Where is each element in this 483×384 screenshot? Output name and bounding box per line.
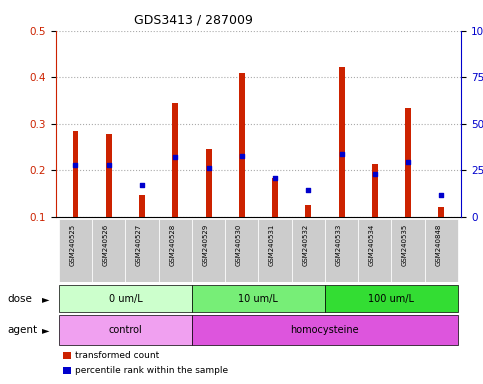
- Text: GDS3413 / 287009: GDS3413 / 287009: [134, 13, 253, 26]
- Point: [138, 182, 146, 189]
- Text: ►: ►: [42, 294, 50, 304]
- Bar: [305, 205, 311, 217]
- Bar: [325, 285, 458, 313]
- Text: transformed count: transformed count: [75, 351, 159, 360]
- Bar: [172, 103, 178, 217]
- Bar: [139, 195, 145, 217]
- Point: [404, 159, 412, 165]
- Text: dose: dose: [7, 294, 32, 304]
- Text: GSM240529: GSM240529: [202, 224, 209, 266]
- Bar: [438, 207, 444, 217]
- Bar: [59, 316, 192, 345]
- Bar: [258, 219, 292, 282]
- Bar: [72, 131, 79, 217]
- Text: GSM240535: GSM240535: [402, 224, 408, 266]
- Bar: [239, 73, 245, 217]
- Text: agent: agent: [7, 325, 37, 335]
- Bar: [292, 219, 325, 282]
- Bar: [158, 219, 192, 282]
- Point: [171, 154, 179, 161]
- Bar: [358, 219, 391, 282]
- Text: GSM240525: GSM240525: [70, 224, 75, 266]
- Bar: [192, 285, 325, 313]
- Bar: [225, 219, 258, 282]
- Bar: [92, 219, 126, 282]
- Bar: [206, 149, 212, 217]
- Text: GSM240848: GSM240848: [435, 224, 441, 266]
- Bar: [192, 316, 458, 345]
- Bar: [126, 219, 158, 282]
- Text: 100 um/L: 100 um/L: [369, 293, 414, 304]
- Text: 10 um/L: 10 um/L: [239, 293, 278, 304]
- Point: [238, 153, 246, 159]
- Bar: [372, 164, 378, 217]
- Bar: [391, 219, 425, 282]
- Point: [338, 151, 345, 157]
- Text: GSM240534: GSM240534: [369, 224, 375, 266]
- Text: control: control: [109, 325, 142, 335]
- Bar: [339, 66, 344, 217]
- Text: GSM240531: GSM240531: [269, 224, 275, 266]
- Point: [71, 162, 79, 168]
- Bar: [59, 285, 192, 313]
- Text: GSM240526: GSM240526: [103, 224, 109, 266]
- Text: GSM240527: GSM240527: [136, 224, 142, 266]
- Point: [371, 171, 379, 177]
- Bar: [106, 134, 112, 217]
- Point: [438, 192, 445, 198]
- Bar: [272, 178, 278, 217]
- Text: GSM240528: GSM240528: [169, 224, 175, 266]
- Point: [205, 165, 213, 171]
- Bar: [405, 108, 411, 217]
- Bar: [325, 219, 358, 282]
- Text: ►: ►: [42, 325, 50, 335]
- Point: [304, 187, 312, 193]
- Text: GSM240533: GSM240533: [336, 224, 341, 266]
- Point: [105, 162, 113, 168]
- Bar: [192, 219, 225, 282]
- Point: [271, 175, 279, 181]
- Text: homocysteine: homocysteine: [291, 325, 359, 335]
- Text: GSM240530: GSM240530: [236, 224, 242, 266]
- Text: 0 um/L: 0 um/L: [109, 293, 142, 304]
- Bar: [59, 219, 92, 282]
- Text: percentile rank within the sample: percentile rank within the sample: [75, 366, 228, 375]
- Text: GSM240532: GSM240532: [302, 224, 308, 266]
- Bar: [425, 219, 458, 282]
